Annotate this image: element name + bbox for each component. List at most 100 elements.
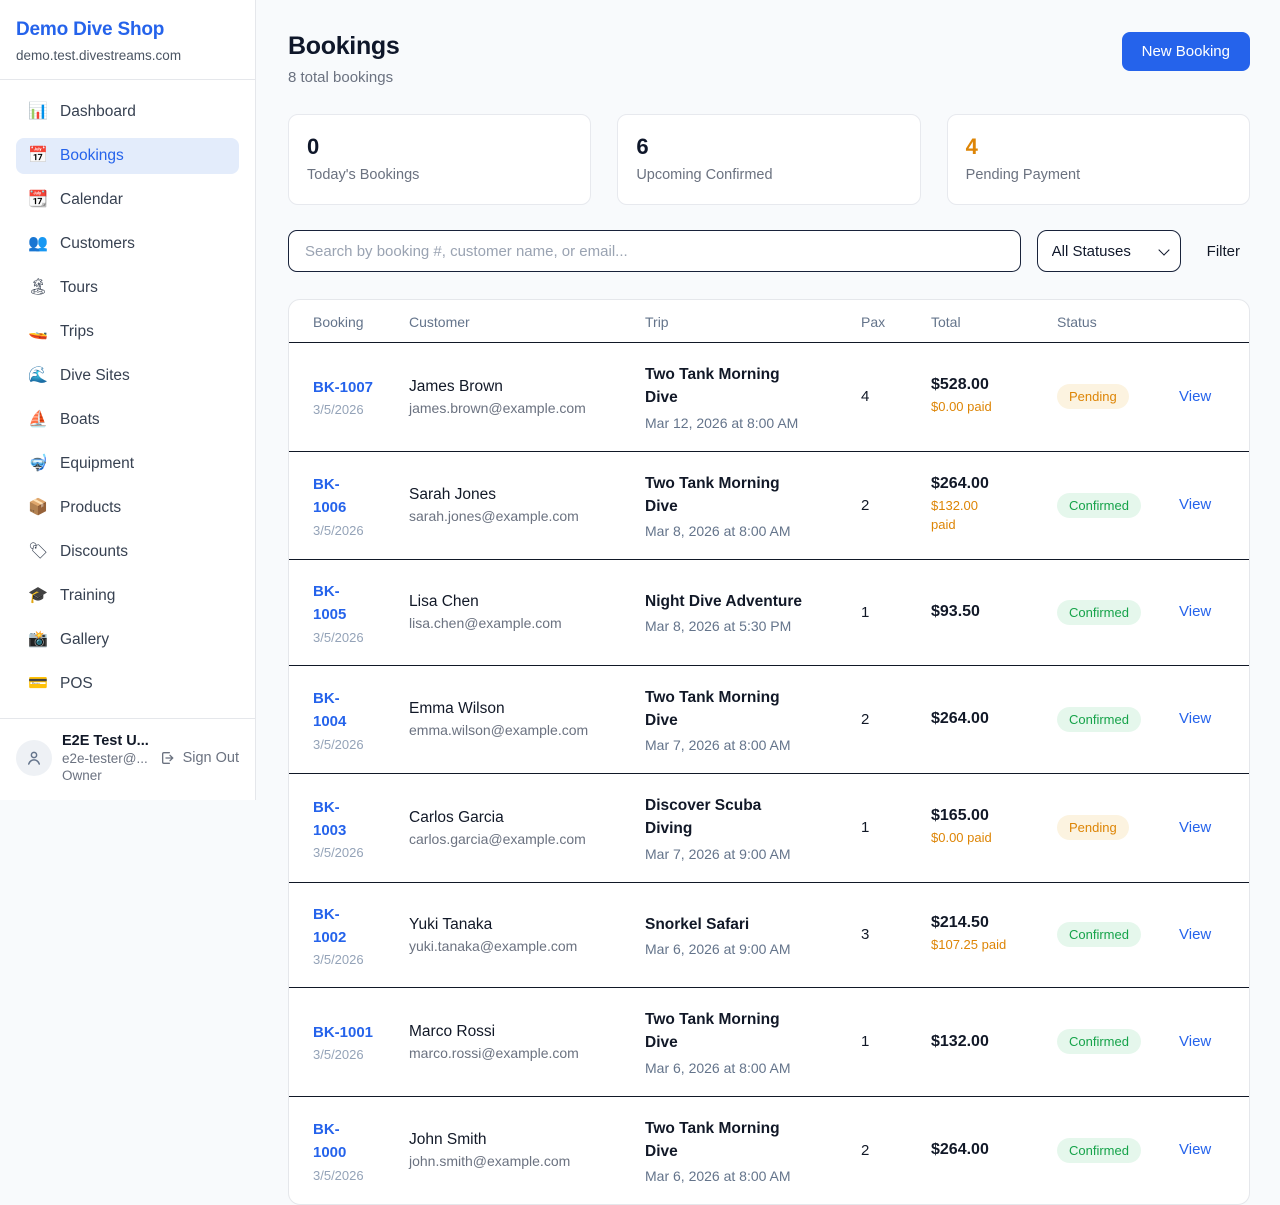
booking-date: 3/5/2026 bbox=[313, 736, 364, 752]
tours-icon: 🏝 bbox=[28, 279, 49, 296]
pax-count: 2 bbox=[861, 1141, 870, 1159]
view-link[interactable]: View bbox=[1179, 496, 1212, 514]
customer-email: yuki.tanaka@example.com bbox=[409, 937, 578, 954]
sidebar-item-training[interactable]: 🎓 Training bbox=[28, 587, 116, 604]
status-badge: Confirmed bbox=[1057, 922, 1141, 948]
customer-email: sarah.jones@example.com bbox=[409, 508, 579, 525]
status-badge: Confirmed bbox=[1057, 1137, 1141, 1163]
view-link[interactable]: View bbox=[1179, 710, 1212, 728]
bookings-table-card: Booking Customer Trip Pax Total Status B… bbox=[288, 299, 1250, 1205]
page-subtitle: 8 total bookings bbox=[288, 69, 394, 86]
shop-name: Demo Dive Shop bbox=[16, 19, 165, 40]
sidebar-item-dashboard[interactable]: 📊 Dashboard bbox=[28, 103, 136, 120]
sidebar-item-equipment[interactable]: 🤿 Equipment bbox=[28, 455, 135, 472]
main-content: Bookings 8 total bookings New Booking 0 T… bbox=[256, 0, 1280, 1205]
table-row: BK-1007 3/5/2026 James Brown james.brown… bbox=[289, 343, 1249, 452]
bookings-icon: 📅 bbox=[28, 147, 48, 164]
user-info: E2E Test U... e2e-tester@... Owner bbox=[62, 733, 150, 783]
customer-email: marco.rossi@example.com bbox=[409, 1044, 579, 1061]
total-amount: $264.00 bbox=[931, 475, 989, 493]
customers-icon: 👥 bbox=[28, 235, 48, 252]
stat-label: Pending Payment bbox=[965, 167, 1081, 183]
user-name: E2E Test U... bbox=[62, 733, 149, 749]
customer-name: Lisa Chen bbox=[409, 593, 479, 611]
booking-ref-link[interactable]: BK- 1006 bbox=[313, 476, 347, 517]
sidebar-item-boats[interactable]: ⛵ Boats bbox=[28, 411, 100, 428]
sidebar-item-dive-sites[interactable]: 🌊 Dive Sites bbox=[28, 367, 130, 384]
paid-amount: $107.25 paid bbox=[931, 937, 1007, 953]
view-link[interactable]: View bbox=[1179, 1032, 1212, 1050]
sidebar: Demo Dive Shop demo.test.divestreams.com… bbox=[0, 0, 256, 800]
stat-card-today-s-bookings: 0 Today's Bookings bbox=[288, 114, 592, 205]
sidebar-item-pos[interactable]: 💳 POS bbox=[28, 675, 93, 692]
booking-ref-link[interactable]: BK-1001 bbox=[313, 1024, 374, 1042]
trip-datetime: Mar 12, 2026 at 8:00 AM bbox=[645, 414, 799, 431]
col-header-status: Status bbox=[1049, 300, 1171, 343]
gallery-icon: 📸 bbox=[28, 631, 48, 648]
booking-ref-link[interactable]: BK- 1005 bbox=[313, 583, 347, 624]
customer-name: Marco Rossi bbox=[409, 1022, 496, 1040]
trip-name: Snorkel Safari bbox=[645, 915, 750, 933]
table-row: BK- 1005 3/5/2026 Lisa Chen lisa.chen@ex… bbox=[289, 559, 1249, 666]
stat-value: 6 bbox=[636, 134, 649, 159]
table-row: BK- 1006 3/5/2026 Sarah Jones sarah.jone… bbox=[289, 451, 1249, 560]
sidebar-item-customers[interactable]: 👥 Customers bbox=[28, 235, 135, 252]
dive-sites-icon: 🌊 bbox=[28, 367, 48, 384]
new-booking-button[interactable]: New Booking bbox=[1121, 32, 1250, 71]
person-icon bbox=[28, 751, 40, 765]
filter-button[interactable]: Filter bbox=[1206, 242, 1240, 260]
total-amount: $264.00 bbox=[931, 1141, 989, 1159]
trip-datetime: Mar 6, 2026 at 8:00 AM bbox=[645, 1168, 791, 1184]
pax-count: 1 bbox=[861, 1033, 870, 1051]
sidebar-item-gallery[interactable]: 📸 Gallery bbox=[28, 631, 110, 648]
search-input[interactable] bbox=[288, 230, 1021, 272]
avatar bbox=[16, 740, 52, 776]
stat-value: 4 bbox=[965, 134, 978, 159]
booking-ref-link[interactable]: BK- 1004 bbox=[313, 690, 347, 731]
trip-datetime: Mar 7, 2026 at 8:00 AM bbox=[645, 737, 791, 753]
equipment-icon: 🤿 bbox=[28, 455, 48, 472]
sign-out-button[interactable]: Sign Out bbox=[160, 750, 239, 766]
trip-name: Two Tank Morning Dive bbox=[645, 366, 780, 407]
customer-name: Carlos Garcia bbox=[409, 808, 504, 826]
customer-name: Yuki Tanaka bbox=[409, 915, 493, 933]
trip-name: Two Tank Morning Dive bbox=[645, 1011, 780, 1052]
customer-email: emma.wilson@example.com bbox=[409, 722, 589, 739]
booking-ref-link[interactable]: BK- 1003 bbox=[313, 798, 347, 839]
view-link[interactable]: View bbox=[1179, 925, 1212, 943]
booking-ref-link[interactable]: BK-1007 bbox=[313, 379, 374, 397]
trip-datetime: Mar 6, 2026 at 8:00 AM bbox=[645, 1059, 791, 1076]
logo-block: Demo Dive Shop demo.test.divestreams.com bbox=[0, 0, 255, 80]
discounts-icon: 🏷 bbox=[28, 543, 49, 560]
training-icon: 🎓 bbox=[28, 587, 48, 604]
col-header-pax: Pax bbox=[853, 300, 923, 343]
sidebar-item-tours[interactable]: 🏝 Tours bbox=[28, 279, 98, 296]
view-link[interactable]: View bbox=[1179, 818, 1212, 836]
view-link[interactable]: View bbox=[1179, 603, 1212, 621]
table-header: Booking Customer Trip Pax Total Status bbox=[289, 300, 1249, 343]
status-filter-select[interactable]: All Statuses bbox=[1036, 230, 1181, 272]
stat-card-upcoming-confirmed: 6 Upcoming Confirmed bbox=[617, 114, 921, 205]
sidebar-item-bookings[interactable]: 📅 Bookings bbox=[16, 138, 239, 174]
page-header: Bookings 8 total bookings New Booking bbox=[288, 32, 1250, 86]
total-amount: $93.50 bbox=[931, 603, 980, 621]
products-icon: 📦 bbox=[28, 499, 48, 516]
controls-row: All Statuses Filter bbox=[288, 230, 1250, 272]
calendar-icon: 📆 bbox=[28, 191, 48, 208]
col-header-trip: Trip bbox=[637, 300, 853, 343]
user-role: Owner bbox=[62, 768, 102, 783]
sidebar-item-trips[interactable]: 🚤 Trips bbox=[28, 323, 94, 340]
booking-ref-link[interactable]: BK- 1000 bbox=[313, 1121, 347, 1162]
sidebar-item-calendar[interactable]: 📆 Calendar bbox=[28, 191, 123, 208]
paid-amount: $0.00 paid bbox=[931, 830, 992, 846]
view-link[interactable]: View bbox=[1179, 387, 1212, 405]
booking-date: 3/5/2026 bbox=[313, 1047, 364, 1063]
sidebar-item-products[interactable]: 📦 Products bbox=[28, 499, 122, 516]
customer-name: James Brown bbox=[409, 377, 503, 395]
shop-domain: demo.test.divestreams.com bbox=[16, 48, 182, 63]
booking-ref-link[interactable]: BK- 1002 bbox=[313, 905, 347, 946]
view-link[interactable]: View bbox=[1179, 1141, 1212, 1159]
page-header-text: Bookings 8 total bookings bbox=[288, 32, 400, 86]
stat-card-pending-payment: 4 Pending Payment bbox=[946, 114, 1250, 205]
sidebar-item-discounts[interactable]: 🏷 Discounts bbox=[28, 543, 129, 560]
